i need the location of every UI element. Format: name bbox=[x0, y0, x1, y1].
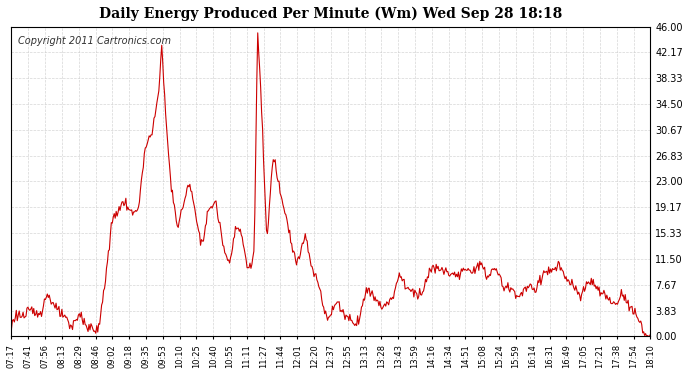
Text: Copyright 2011 Cartronics.com: Copyright 2011 Cartronics.com bbox=[18, 36, 171, 46]
Title: Daily Energy Produced Per Minute (Wm) Wed Sep 28 18:18: Daily Energy Produced Per Minute (Wm) We… bbox=[99, 7, 562, 21]
